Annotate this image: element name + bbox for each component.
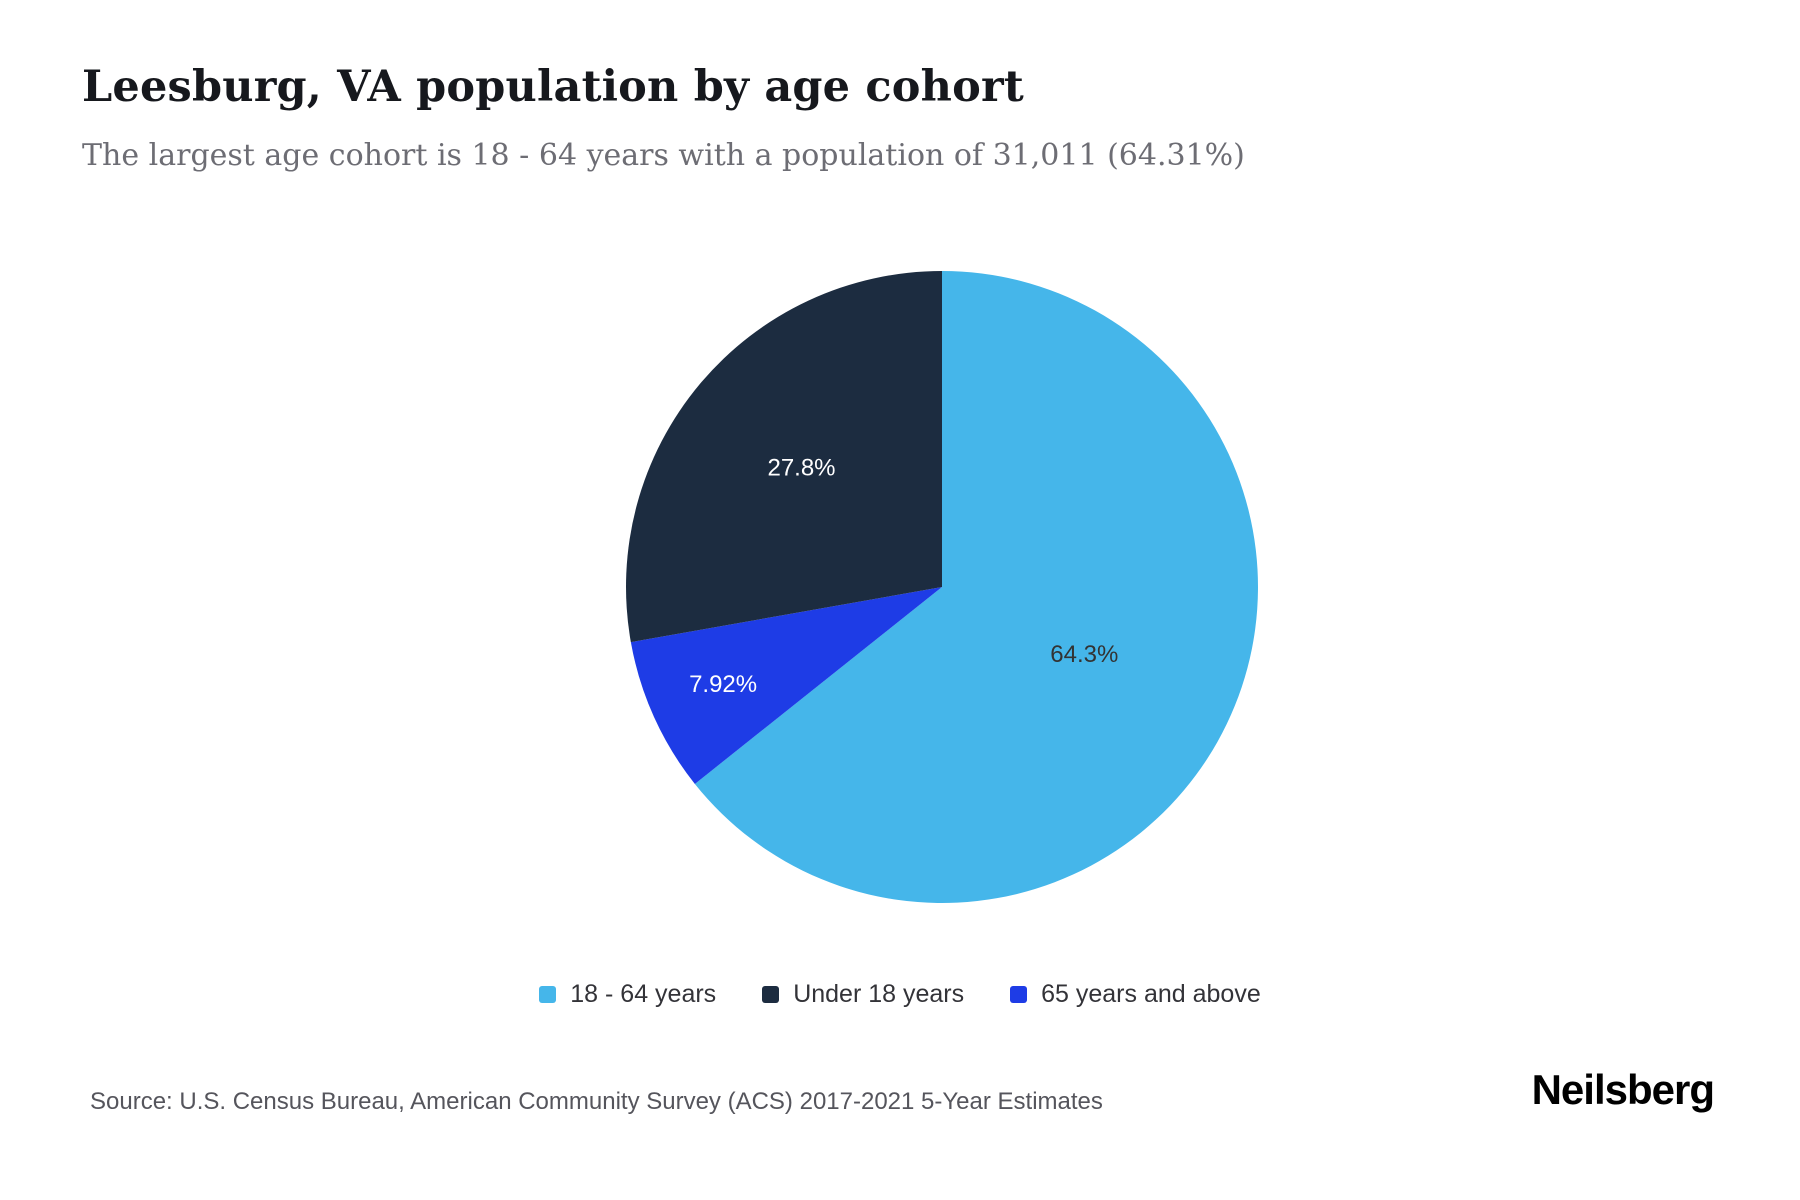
legend-label: Under 18 years bbox=[793, 980, 965, 1008]
chart-legend: 18 - 64 years Under 18 years 65 years an… bbox=[0, 980, 1800, 1009]
legend-item-under-18-years[interactable]: Under 18 years bbox=[762, 980, 964, 1009]
pie-svg: 64.3% 7.92% 27.8% bbox=[626, 271, 1258, 903]
slice-percentage-label: 7.92% bbox=[689, 671, 757, 698]
pie-slice-under-18-years[interactable] bbox=[626, 271, 942, 643]
legend-marker-under-18-years bbox=[762, 986, 780, 1003]
pie-chart: 64.3% 7.92% 27.8% bbox=[622, 267, 1262, 907]
page-subtitle: The largest age cohort is 18 - 64 years … bbox=[82, 138, 1245, 173]
pie-slice-18-64-years[interactable] bbox=[694, 271, 1258, 903]
brand-logo[interactable]: Neilsberg bbox=[1531, 1066, 1715, 1113]
legend-item-65-years-and-above[interactable]: 65 years and above bbox=[1010, 980, 1261, 1009]
slice-percentage-label: 64.3% bbox=[1050, 641, 1118, 668]
pie-slice-65-years-and-above[interactable] bbox=[630, 587, 942, 784]
legend-item-18-64-years[interactable]: 18 - 64 years bbox=[539, 980, 716, 1009]
legend-label: 18 - 64 years bbox=[570, 980, 717, 1008]
legend-label: 65 years and above bbox=[1041, 980, 1261, 1008]
source-text: Source: U.S. Census Bureau, American Com… bbox=[90, 1088, 1103, 1115]
legend-marker-65-years-and-above bbox=[1010, 986, 1028, 1003]
legend-marker-18-64-years bbox=[539, 986, 557, 1003]
page-title: Leesburg, VA population by age cohort bbox=[82, 62, 1024, 112]
slice-percentage-label: 27.8% bbox=[767, 455, 835, 482]
